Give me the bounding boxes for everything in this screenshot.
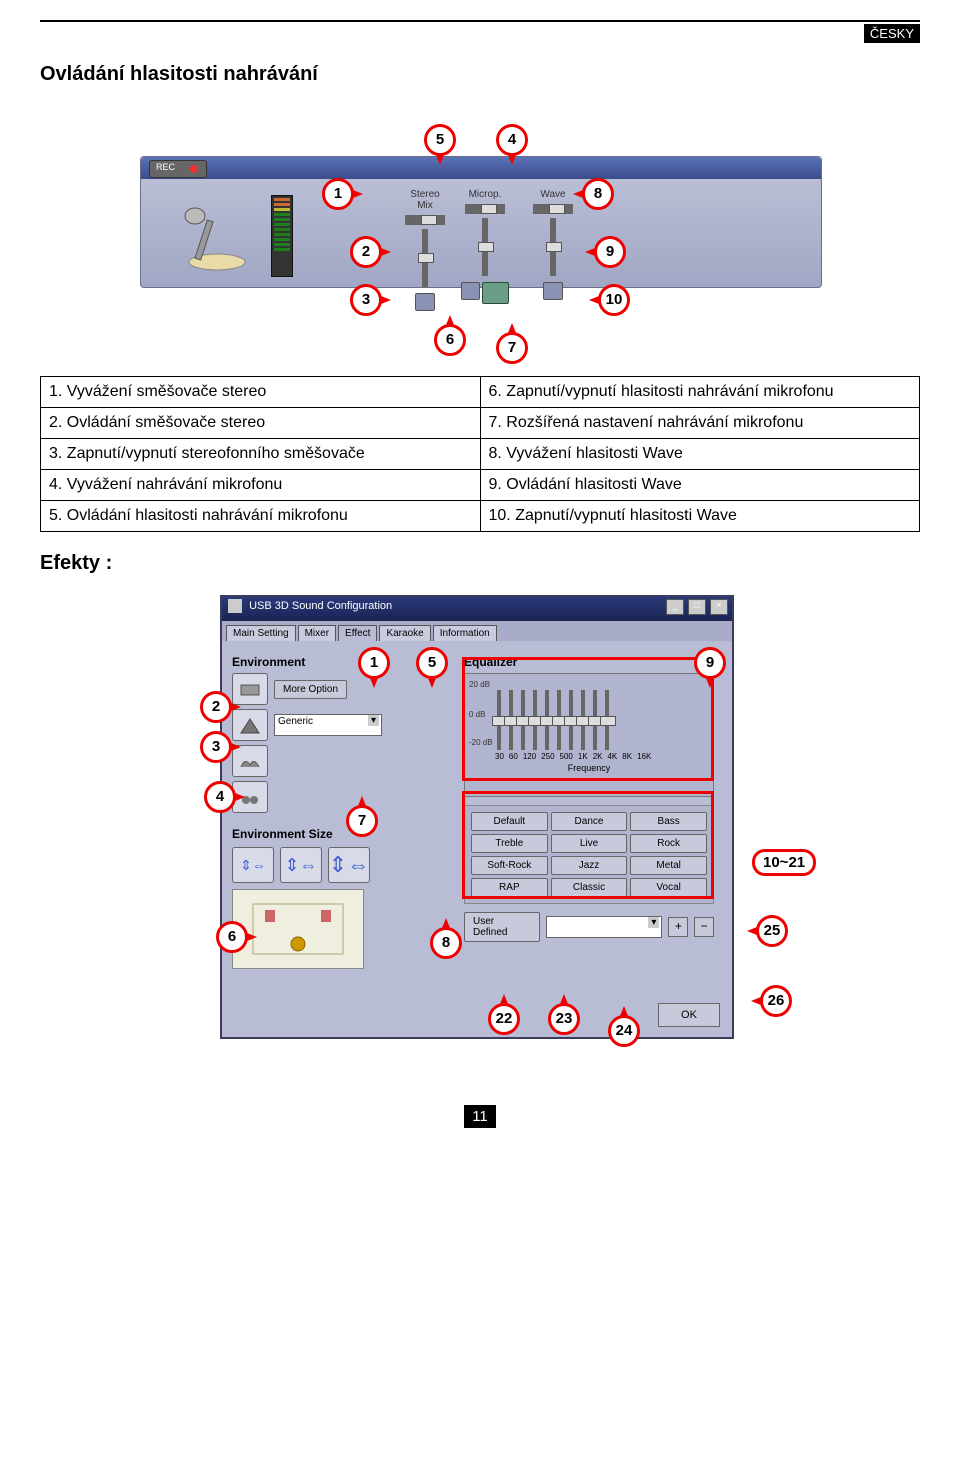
tab-mixer[interactable]: Mixer [298,625,336,641]
table-row: 4. Vyvážení nahrávání mikrofonu9. Ovládá… [41,470,920,501]
callout-1: 1 [358,647,390,679]
callout-22: 22 [488,1003,520,1035]
size-small-button[interactable]: ⇕⇔ [232,847,274,883]
minimize-button[interactable]: _ [666,599,684,615]
table-row: 2. Ovládání směšovače stereo7. Rozšířená… [41,408,920,439]
lang-badge: ČESKY [864,24,920,43]
table-cell: 9. Ovládání hlasitosti Wave [480,470,920,501]
microphone-icon [171,202,251,272]
callout-10: 10 [598,284,630,316]
size-preview [232,889,364,969]
preset-highlight [462,791,714,899]
table-row: 1. Vyvážení směšovače stereo6. Zapnutí/v… [41,377,920,408]
callout-6: 6 [434,324,466,356]
table-cell: 4. Vyvážení nahrávání mikrofonu [41,470,481,501]
eq-highlight [462,657,714,781]
page-number: 11 [464,1105,496,1128]
size-medium-button[interactable]: ⇕⇔ [280,847,322,883]
callout-9: 9 [694,647,726,679]
add-preset-button[interactable]: + [668,917,688,937]
remove-preset-button[interactable]: − [694,917,714,937]
callout-7: 7 [496,332,528,364]
rec-panel-bg: Stereo Mix Microp. Wave [140,156,822,288]
callout-2: 2 [350,236,382,268]
callout-5: 5 [416,647,448,679]
description-table: 1. Vyvážení směšovače stereo6. Zapnutí/v… [40,376,920,532]
table-cell: 2. Ovládání směšovače stereo [41,408,481,439]
more-option-button[interactable]: More Option [274,680,347,699]
callout-2: 2 [200,691,232,723]
rec-header [141,157,821,179]
tab-main-setting[interactable]: Main Setting [226,625,296,641]
callout-3: 3 [350,284,382,316]
table-cell: 8. Vyvážení hlasitosti Wave [480,439,920,470]
vslider[interactable] [422,229,428,287]
callout-23: 23 [548,1003,580,1035]
callout-6: 6 [216,921,248,953]
app-icon [228,599,242,613]
advanced-button[interactable] [482,282,509,304]
rec-button[interactable] [149,160,207,178]
callout-8: 8 [430,927,462,959]
tab-karaoke[interactable]: Karaoke [379,625,430,641]
tab-bar: Main SettingMixerEffectKaraokeInformatio… [222,621,732,641]
callout-7: 7 [346,805,378,837]
callout-9: 9 [594,236,626,268]
callout-5: 5 [424,124,456,156]
table-cell: 5. Ovládání hlasitosti nahrávání mikrofo… [41,501,481,532]
effects-figure: USB 3D Sound Configuration _ □ × Main Se… [160,595,800,1075]
callout-8: 8 [582,178,614,210]
callout-range: 10~21 [752,849,816,876]
mute-button[interactable] [543,282,563,300]
size-large-button[interactable]: ⇕⇔ [328,847,370,883]
callout-4: 4 [496,124,528,156]
slider-label: Microp. [461,189,509,200]
mute-button[interactable] [461,282,480,300]
titlebar: USB 3D Sound Configuration _ □ × [222,597,732,621]
callout-3: 3 [200,731,232,763]
user-dropdown[interactable] [546,916,663,938]
slider-col-stereomix: Stereo Mix [401,189,449,311]
ok-button[interactable]: OK [658,1003,720,1027]
callout-24: 24 [608,1015,640,1047]
slider-label: Wave [529,189,577,200]
table-row: 3. Zapnutí/vypnutí stereofonního směšova… [41,439,920,470]
env-preset-1[interactable] [232,673,268,705]
callout-1: 1 [322,178,354,210]
table-cell: 7. Rozšířená nastavení nahrávání mikrofo… [480,408,920,439]
table-row: 5. Ovládání hlasitosti nahrávání mikrofo… [41,501,920,532]
section-title-efekty: Efekty : [40,552,920,575]
table-cell: 3. Zapnutí/vypnutí stereofonního směšova… [41,439,481,470]
env-size-label: Environment Size [232,827,452,841]
table-cell: 6. Zapnutí/vypnutí hlasitosti nahrávání … [480,377,920,408]
callout-26: 26 [760,985,792,1017]
vu-meter [271,195,293,277]
env-preset-2[interactable] [232,709,268,741]
table-cell: 1. Vyvážení směšovače stereo [41,377,481,408]
user-defined-button[interactable]: User Defined [464,912,540,942]
tab-effect[interactable]: Effect [338,625,377,641]
section-title-recording: Ovládání hlasitosti nahrávání [40,63,920,86]
slider-col-micro: Microp. [461,189,509,304]
recording-panel-figure: Stereo Mix Microp. Wave 12345678910 [100,106,860,356]
close-button[interactable]: × [710,599,728,615]
vslider[interactable] [482,218,488,276]
maximize-button[interactable]: □ [688,599,706,615]
vslider[interactable] [550,218,556,276]
slider-label: Stereo Mix [401,189,449,211]
dialog-title: USB 3D Sound Configuration [249,600,392,612]
callout-4: 4 [204,781,236,813]
table-cell: 10. Zapnutí/vypnutí hlasitosti Wave [480,501,920,532]
tab-information[interactable]: Information [433,625,497,641]
mute-button[interactable] [415,293,435,311]
generic-dropdown[interactable]: Generic [274,714,382,736]
callout-25: 25 [756,915,788,947]
slider-col-wave: Wave [529,189,577,300]
